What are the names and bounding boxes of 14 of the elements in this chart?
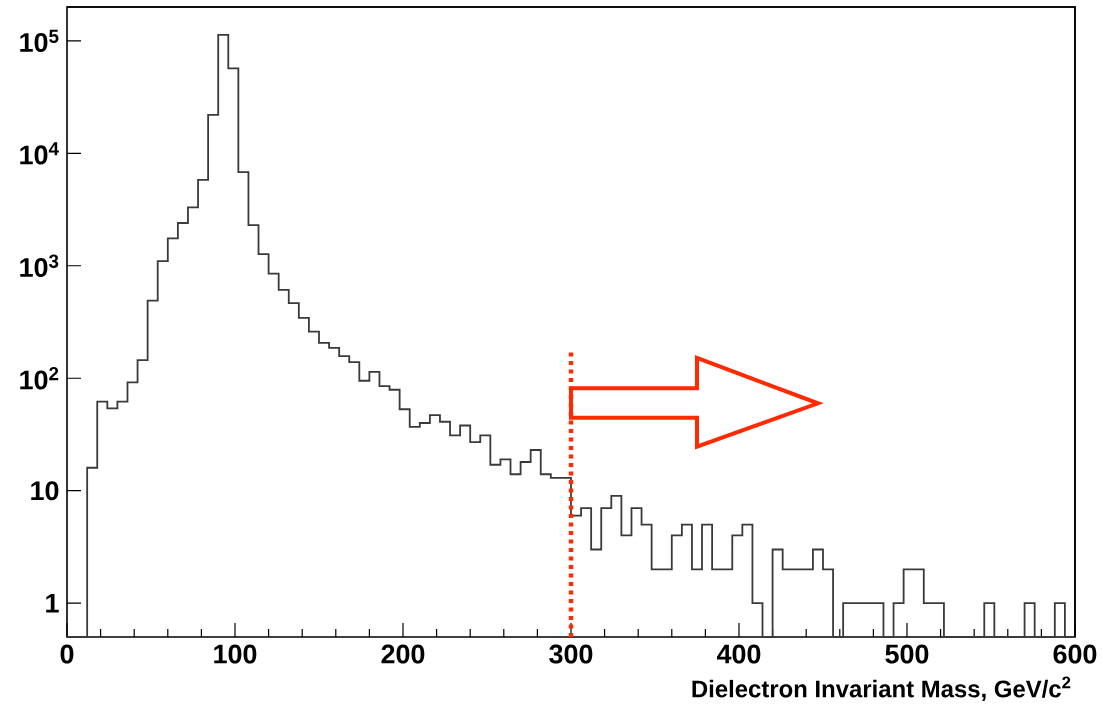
- x-tick-label: 400: [716, 644, 761, 664]
- y-tick-label: 10$^{3}$: [20, 254, 59, 277]
- y-tick-label: 1: [46, 593, 59, 613]
- x-tick-label: 600: [1053, 644, 1097, 664]
- y-tick-label: 10$^{4}$: [20, 142, 59, 165]
- x-axis-title: Dielectron Invariant Mass, GeV/c$^{2}$: [692, 676, 1071, 701]
- x-tick-label: 100: [214, 644, 257, 664]
- x-tick-label: 200: [381, 644, 425, 664]
- y-tick-label: 10$^{2}$: [20, 367, 59, 390]
- y-tick-label: 10$^{5}$: [20, 29, 59, 52]
- x-tick-label: 0: [60, 644, 74, 664]
- x-tick-label: 500: [885, 644, 929, 664]
- x-tick-label: 300: [549, 644, 593, 664]
- y-tick-label: 10: [31, 481, 59, 501]
